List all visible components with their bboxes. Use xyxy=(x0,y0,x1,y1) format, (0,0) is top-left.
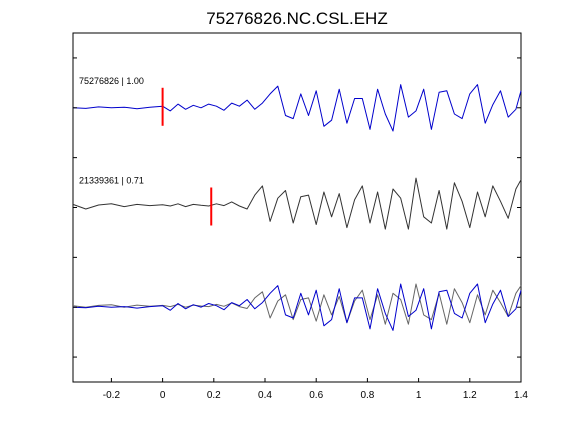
x-tick-label: 0.2 xyxy=(207,390,221,401)
x-tick-label: 1.2 xyxy=(463,390,477,401)
waveform-trace-2 xyxy=(72,283,522,331)
ticks-layer: -0.2 0 0.2 0.4 0.6 0.8 1 1.2 1.4 xyxy=(73,57,528,401)
waveform-trace-0 xyxy=(72,84,522,132)
trace-label-0: 75276826 | 1.00 xyxy=(79,76,144,86)
waveform-trace-3 xyxy=(72,283,522,325)
x-tick-label: 0.8 xyxy=(360,390,374,401)
trace-label-1: 21339361 | 0.71 xyxy=(79,176,144,186)
x-tick-label: 1 xyxy=(416,390,422,401)
x-tick-label: -0.2 xyxy=(103,390,121,401)
waveform-trace-1 xyxy=(72,177,522,230)
x-tick-label: 0 xyxy=(160,390,166,401)
x-tick-label: 0.6 xyxy=(309,390,323,401)
x-tick-label: 1.4 xyxy=(514,390,528,401)
x-tick-label: 0.4 xyxy=(258,390,272,401)
chart-title: 75276826.NC.CSL.EHZ xyxy=(206,9,387,28)
traces-layer: 75276826 | 1.00 21339361 | 0.71 xyxy=(72,76,522,331)
